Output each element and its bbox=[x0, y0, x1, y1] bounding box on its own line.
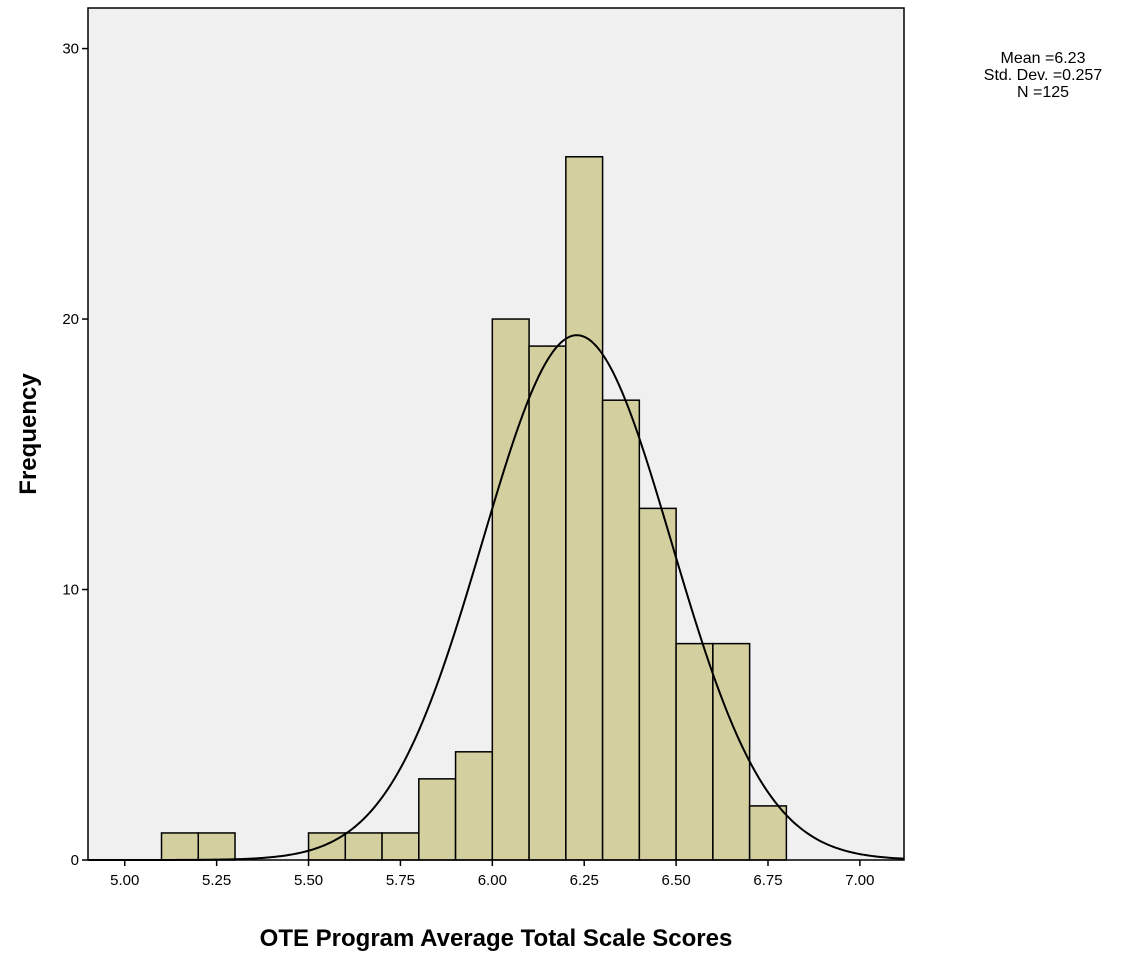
x-axis-title: OTE Program Average Total Scale Scores bbox=[260, 925, 733, 952]
x-tick-label-0: 5.00 bbox=[110, 872, 139, 889]
statistics-box: Mean =6.23 Std. Dev. =0.257 N =125 bbox=[948, 50, 1134, 101]
plot-frame bbox=[87, 7, 905, 861]
histogram-bar-9 bbox=[565, 156, 604, 861]
y-tick-label-1: 10 bbox=[62, 582, 79, 599]
histogram-bar-4 bbox=[381, 832, 420, 861]
x-tick-label-5: 6.25 bbox=[570, 872, 599, 889]
histogram-bar-6 bbox=[454, 751, 494, 861]
histogram-bar-3 bbox=[344, 832, 383, 861]
mean-stat: Mean =6.23 bbox=[1000, 50, 1086, 67]
x-tick-label-1: 5.25 bbox=[202, 872, 231, 889]
x-tick-label-6: 6.50 bbox=[662, 872, 691, 889]
x-tick-label-2: 5.50 bbox=[294, 872, 323, 889]
x-tick-label-4: 6.00 bbox=[478, 872, 507, 889]
histogram-bar-10 bbox=[601, 399, 641, 861]
n-stat: N =125 bbox=[1016, 84, 1070, 101]
std-dev-stat: Std. Dev. =0.257 bbox=[983, 67, 1103, 84]
x-axis: 5.00 5.25 5.50 5.75 6.00 6.25 6.50 6.75 7.00 bbox=[110, 860, 874, 889]
histogram-bar-8 bbox=[528, 345, 567, 861]
histogram-bar-14 bbox=[748, 805, 788, 861]
x-tick-label-3: 5.75 bbox=[386, 872, 415, 889]
y-axis-title: Frequency bbox=[15, 373, 42, 495]
y-axis: 0 10 20 30 bbox=[62, 41, 88, 869]
histogram-bar-13 bbox=[712, 642, 751, 861]
y-tick-label-0: 0 bbox=[71, 852, 79, 869]
histogram-bar-12 bbox=[675, 642, 714, 861]
x-tick-label-7: 6.75 bbox=[753, 872, 782, 889]
histogram-bar-11 bbox=[638, 507, 677, 861]
histogram-bar-7 bbox=[491, 318, 530, 861]
y-tick-label-2: 20 bbox=[62, 311, 79, 328]
bars-layer bbox=[160, 156, 788, 861]
y-tick-label-3: 30 bbox=[62, 41, 79, 58]
histogram-bar-0 bbox=[160, 832, 200, 861]
histogram-bar-5 bbox=[418, 778, 457, 861]
x-tick-label-8: 7.00 bbox=[845, 872, 874, 889]
histogram-bar-1 bbox=[197, 832, 236, 861]
